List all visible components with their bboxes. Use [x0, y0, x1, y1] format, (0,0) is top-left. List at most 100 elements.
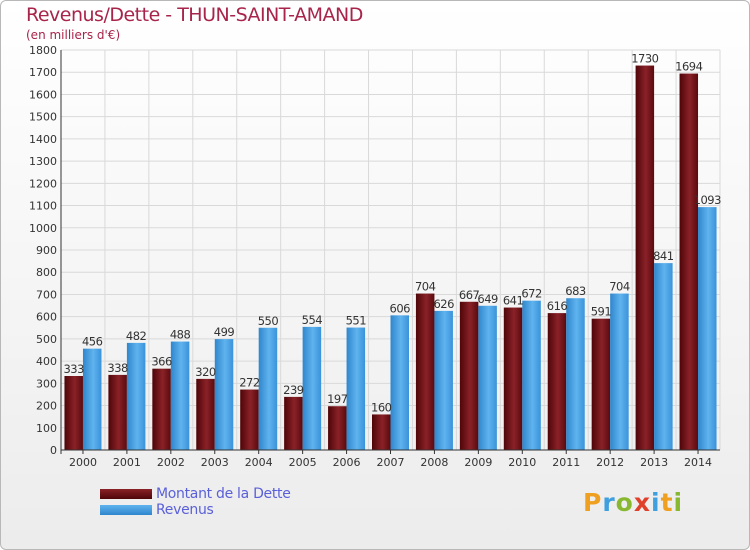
value-label-revenue: 488: [170, 328, 191, 342]
value-label-revenue: 841: [653, 249, 674, 263]
value-label-revenue: 554: [302, 313, 323, 327]
y-tick-label: 700: [36, 288, 57, 301]
bar-debt: [459, 301, 479, 450]
x-tick-label: 2006: [333, 456, 361, 469]
logo-letter: x: [633, 488, 651, 517]
bar-revenue: [82, 348, 102, 450]
value-label-debt: 667: [459, 288, 480, 302]
value-label-debt: 616: [547, 299, 568, 313]
legend-item-debt: Montant de la Dette: [100, 486, 291, 502]
proxiti-logo: Proxiti: [583, 488, 683, 517]
bar-debt: [240, 389, 259, 450]
value-label-debt: 320: [195, 365, 216, 379]
y-tick-label: 1600: [29, 88, 57, 101]
bar-debt: [547, 313, 567, 450]
value-label-debt: 333: [63, 362, 84, 376]
value-label-debt: 160: [371, 400, 392, 414]
value-label-debt: 1730: [631, 52, 658, 66]
value-label-debt: 704: [415, 280, 436, 294]
y-tick-label: 1000: [29, 222, 57, 235]
legend-label-debt: Montant de la Dette: [156, 486, 291, 502]
logo-letter: i: [673, 488, 684, 517]
legend-swatch-debt: [100, 489, 152, 499]
value-label-revenue: 606: [390, 301, 411, 315]
bar-debt: [108, 374, 127, 450]
x-tick-label: 2009: [464, 456, 492, 469]
value-label-revenue: 551: [346, 314, 367, 328]
value-label-debt: 641: [503, 294, 524, 308]
y-tick-label: 300: [36, 377, 57, 390]
bar-chart: 333 456 338 482 366 488 320 499 272 550 239 554 197 5…: [29, 44, 722, 469]
legend-swatch-revenue: [100, 505, 152, 515]
bar-revenue: [126, 342, 146, 450]
value-label-revenue: 704: [609, 280, 630, 294]
bar-debt: [591, 318, 611, 450]
x-tick-label: 2000: [69, 456, 97, 469]
chart-title: Revenus/Dette - THUN-SAINT-AMAND: [26, 4, 363, 26]
y-tick-label: 1300: [29, 155, 57, 168]
y-tick-label: 100: [36, 422, 57, 435]
legend-label-revenue: Revenus: [156, 502, 214, 518]
bar-revenue: [654, 263, 673, 450]
bar-debt: [635, 65, 655, 451]
value-label-revenue: 626: [433, 297, 454, 311]
bar-revenue: [346, 327, 366, 450]
value-label-revenue: 499: [214, 325, 235, 339]
value-label-debt: 239: [283, 383, 304, 397]
legend-item-revenue: Revenus: [100, 502, 291, 518]
x-tick-label: 2012: [596, 456, 624, 469]
value-label-revenue: 456: [82, 335, 103, 349]
value-label-revenue: 550: [258, 314, 279, 328]
bar-debt: [328, 406, 347, 450]
y-tick-label: 0: [50, 444, 57, 457]
bar-revenue: [478, 305, 497, 450]
logo-letter: P: [583, 488, 603, 517]
bar-revenue: [170, 341, 190, 450]
bar-debt: [415, 293, 435, 450]
x-tick-label: 2005: [289, 456, 317, 469]
value-label-debt: 1694: [675, 60, 702, 74]
y-tick-label: 1800: [29, 44, 57, 57]
bar-debt: [64, 376, 83, 450]
y-tick-label: 1400: [29, 133, 57, 146]
bar-revenue: [302, 326, 322, 450]
logo-letter: o: [615, 488, 634, 517]
y-tick-label: 800: [36, 266, 57, 279]
bar-revenue: [698, 207, 717, 450]
x-tick-label: 2002: [157, 456, 185, 469]
x-tick-label: 2008: [420, 456, 448, 469]
value-label-debt: 366: [151, 355, 172, 369]
y-tick-label: 500: [36, 333, 57, 346]
y-tick-label: 600: [36, 311, 57, 324]
value-label-revenue: 672: [521, 287, 542, 301]
bar-debt: [152, 368, 171, 450]
bar-revenue: [258, 327, 278, 450]
value-label-revenue: 683: [565, 284, 586, 298]
y-tick-label: 900: [36, 244, 57, 257]
bar-revenue: [522, 300, 541, 450]
x-tick-label: 2011: [552, 456, 580, 469]
bar-revenue: [566, 298, 585, 450]
x-tick-label: 2001: [113, 456, 141, 469]
logo-letter: i: [651, 488, 661, 517]
bar-debt: [503, 307, 523, 450]
bar-debt: [372, 414, 391, 450]
y-tick-label: 200: [36, 400, 57, 413]
bar-revenue: [610, 293, 629, 450]
x-tick-label: 2013: [640, 456, 668, 469]
value-label-revenue: 649: [477, 292, 498, 306]
logo-letter: t: [660, 488, 674, 517]
y-tick-label: 1700: [29, 66, 57, 79]
y-tick-label: 1500: [29, 111, 57, 124]
bar-debt: [284, 396, 303, 450]
chart-subtitle: (en milliers d'€): [26, 28, 121, 42]
chart-legend: Montant de la Dette Revenus: [100, 486, 291, 518]
bar-revenue: [434, 310, 453, 450]
x-tick-label: 2004: [245, 456, 273, 469]
value-label-debt: 197: [327, 392, 348, 406]
value-label-revenue: 482: [126, 329, 147, 343]
x-tick-label: 2014: [684, 456, 712, 469]
y-tick-label: 1200: [29, 177, 57, 190]
value-label-debt: 338: [107, 361, 128, 375]
